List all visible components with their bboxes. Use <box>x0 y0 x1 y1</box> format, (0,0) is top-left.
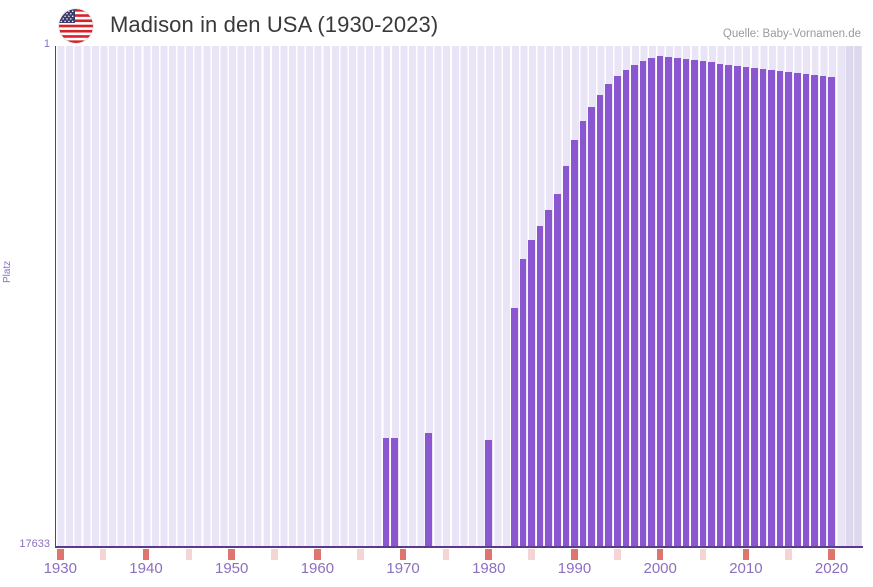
bar <box>519 259 527 546</box>
x-tick-label: 2000 <box>643 560 677 577</box>
bar <box>545 210 553 546</box>
x-tick-label: 1940 <box>129 560 163 577</box>
half-decade-base-mark <box>356 549 364 560</box>
bar <box>665 57 673 546</box>
bar <box>562 166 570 546</box>
decade-base-mark <box>228 549 235 560</box>
decade-base-mark <box>142 549 150 560</box>
bar <box>528 240 535 546</box>
half-decade-base-mark <box>699 549 707 560</box>
bar <box>648 58 655 546</box>
us-flag-icon <box>59 9 93 43</box>
decade-base-mark <box>314 549 321 560</box>
bar <box>682 58 690 546</box>
bar <box>614 76 621 546</box>
decade-base-mark <box>742 549 750 560</box>
x-tick-label: 2020 <box>814 560 849 577</box>
bar <box>596 95 604 546</box>
bar <box>691 59 698 546</box>
bar <box>828 77 835 546</box>
y-tick-label-top: 1 <box>43 38 50 50</box>
bar <box>605 84 613 546</box>
x-tick-label: 1990 <box>557 560 592 577</box>
bar <box>588 107 595 546</box>
bar <box>639 61 647 546</box>
x-axis-line <box>55 546 863 548</box>
y-tick-label-bottom: 17633 <box>19 538 50 550</box>
half-decade-base-mark <box>785 549 793 560</box>
bar <box>725 64 733 546</box>
bar <box>734 66 741 546</box>
half-decade-base-mark <box>99 549 107 560</box>
bar <box>382 437 390 546</box>
bar <box>485 439 493 546</box>
bar <box>794 73 801 546</box>
decade-base-mark <box>828 549 835 560</box>
bar <box>708 62 715 546</box>
bar <box>674 58 681 546</box>
bar <box>759 69 767 546</box>
bar <box>699 61 707 546</box>
bar <box>425 433 433 546</box>
bar <box>802 74 810 546</box>
half-decade-base-mark <box>614 549 621 560</box>
x-tick-label: 2010 <box>729 560 763 577</box>
bar <box>554 193 561 546</box>
x-tick-label: 1930 <box>43 560 77 577</box>
x-tick-label: 1960 <box>300 560 335 577</box>
decade-base-mark <box>485 549 493 560</box>
half-decade-base-mark <box>185 549 193 560</box>
bar <box>511 308 518 546</box>
bar <box>819 76 827 546</box>
x-tick-label: 1970 <box>386 560 420 577</box>
x-tick-label: 1950 <box>214 560 249 577</box>
bar <box>768 70 775 546</box>
bar <box>656 56 664 546</box>
decade-base-mark <box>571 549 578 560</box>
bar <box>776 71 784 546</box>
bar <box>742 67 750 546</box>
bar <box>579 121 587 546</box>
half-decade-base-mark <box>528 549 535 560</box>
half-decade-base-mark <box>271 549 278 560</box>
x-tick-label: 1980 <box>472 560 506 577</box>
decade-base-mark <box>656 549 664 560</box>
plot-area <box>56 46 862 546</box>
y-axis-title: Platz <box>2 260 13 283</box>
bar <box>751 68 758 546</box>
decade-base-mark <box>56 549 64 560</box>
half-decade-base-mark <box>442 549 450 560</box>
page-title: Madison in den USA (1930-2023) <box>110 12 439 37</box>
bar <box>622 70 630 546</box>
bar <box>391 437 398 546</box>
decade-base-mark <box>399 549 407 560</box>
bar <box>785 72 793 546</box>
bar <box>631 65 638 546</box>
bar <box>571 140 578 546</box>
y-axis-line <box>55 46 57 547</box>
source-attribution: Quelle: Baby-Vornamen.de <box>722 28 861 40</box>
bar <box>811 75 818 546</box>
bar <box>536 226 544 546</box>
bar <box>716 63 724 546</box>
no-data-shade <box>844 46 862 546</box>
